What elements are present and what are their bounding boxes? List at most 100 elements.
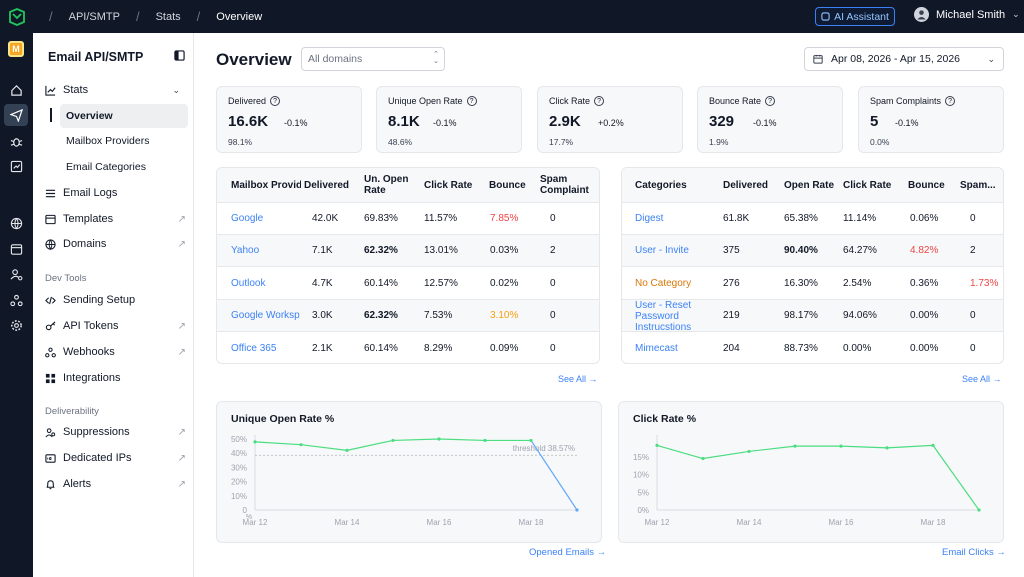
user-settings-icon[interactable] [4, 263, 28, 285]
sidebar-item-alerts[interactable]: Alerts ↗ [45, 473, 188, 495]
sidebar-item-suppressions[interactable]: Suppressions ↗ [45, 421, 188, 443]
table-cell: 94.06% [843, 310, 877, 322]
stat-label: Unique Open Rate [388, 96, 463, 106]
table-cell: 62.32% [364, 245, 398, 257]
table-row: Digest 61.8K 65.38% 11.14% 0.06% 0 [622, 203, 1003, 235]
home-icon[interactable] [4, 79, 28, 101]
external-link-icon: ↗ [177, 452, 186, 464]
column-header[interactable]: Open Rate [784, 180, 835, 191]
table-cell-name-link[interactable]: Yahoo [231, 245, 260, 257]
bell-icon [46, 479, 55, 489]
table-header: Mailbox Provid Delivered Un. Open Rate C… [217, 168, 599, 203]
column-header[interactable]: Un. Open Rate [364, 174, 409, 196]
table-cell: 61.8K [723, 213, 750, 224]
table-cell-name-link[interactable]: Outlook [231, 277, 266, 289]
table-header: Categories Delivered Open Rate Click Rat… [622, 168, 1003, 203]
help-icon[interactable]: ? [765, 96, 776, 106]
table-cell-name-link[interactable]: User - Invite [635, 245, 689, 257]
column-header[interactable]: Spam Complaint [540, 174, 589, 196]
categories-see-all-link[interactable]: See All → [962, 374, 1002, 384]
table-cell: 0.00% [843, 342, 872, 354]
table-row: Google 42.0K 69.83% 11.57% 7.85% 0 [217, 203, 599, 235]
domain-select-placeholder: All domains [308, 53, 363, 65]
breadcrumb-api-smtp[interactable]: API/SMTP [68, 10, 120, 23]
sidebar-item-dedicated-ips[interactable]: Dedicated IPs ↗ [45, 447, 188, 469]
series-segment [392, 438, 440, 442]
stat-card-click-rate: Click Rate? 2.9K +0.2% 17.7% [537, 86, 683, 153]
globe-icon[interactable] [4, 212, 28, 234]
stat-change: -0.1% [284, 118, 308, 128]
sidebar-item-stats[interactable]: Stats ⌄ [45, 79, 188, 101]
table-cell-name-link[interactable]: No Category [635, 277, 692, 289]
analytics-icon[interactable] [4, 155, 28, 177]
gear-icon[interactable] [4, 314, 28, 336]
logo-icon[interactable] [0, 0, 33, 33]
help-icon[interactable]: ? [466, 96, 477, 106]
column-header[interactable]: Mailbox Provid [231, 180, 301, 191]
org-badge[interactable]: M [8, 41, 24, 57]
column-header[interactable]: Spam... [960, 180, 996, 191]
date-range-picker[interactable]: Apr 08, 2026 - Apr 15, 2026 ⌄ [804, 47, 1004, 71]
mailbox-see-all-link[interactable]: See All → [558, 374, 598, 384]
column-header[interactable]: Delivered [723, 180, 769, 191]
column-header[interactable]: Bounce [489, 180, 526, 191]
sidebar-item-email-categories[interactable]: Email Categories [66, 161, 146, 173]
sidebar-item-label: Alerts [63, 478, 92, 490]
stat-label: Bounce Rate [709, 96, 762, 106]
sidebar-item-overview[interactable]: Overview [60, 104, 188, 128]
sidebar-item-webhooks[interactable]: Webhooks ↗ [45, 341, 188, 363]
y-tick-label: 20% [231, 478, 247, 487]
stat-percentage: 48.6% [388, 137, 413, 147]
window-icon[interactable] [4, 238, 28, 260]
column-header[interactable]: Click Rate [843, 180, 892, 191]
table-cell-name-link[interactable]: Office 365 [231, 342, 277, 354]
opened-emails-link[interactable]: Opened Emails → [529, 547, 607, 558]
table-cell: 0.06% [910, 213, 939, 224]
send-icon[interactable] [4, 104, 28, 126]
table-cell: 2.54% [843, 277, 872, 289]
external-link-icon: ↗ [177, 213, 186, 225]
data-point [253, 440, 257, 444]
table-cell: 276 [723, 277, 740, 289]
column-header[interactable]: Bounce [908, 180, 945, 191]
sidebar-item-mailbox-providers[interactable]: Mailbox Providers [66, 135, 150, 147]
domain-select[interactable]: All domains ⌃ ⌄ [301, 47, 445, 71]
y-tick-label: 5% [637, 488, 649, 497]
sidebar-item-email-logs[interactable]: Email Logs [45, 182, 188, 204]
data-point [529, 438, 533, 443]
webhook-icon[interactable] [4, 289, 28, 311]
sidebar-item-sending-setup[interactable]: Sending Setup [45, 289, 188, 311]
help-icon[interactable]: ? [594, 96, 605, 106]
chart-title: Unique Open Rate % [231, 413, 335, 425]
collapse-sidebar-icon[interactable] [174, 50, 185, 64]
chevron-down-icon: ⌄ [172, 84, 180, 95]
table-cell-name-link[interactable]: Mimecast [635, 342, 678, 354]
open-rate-chart: 50% 40% 30% 20% 10% 0 Mar 12 Mar 14 Mar 16 Mar 18… [231, 435, 579, 527]
table-cell-name-link[interactable]: Google Worksp [231, 310, 300, 322]
user-menu[interactable]: Michael Smith ⌄ [914, 7, 1020, 22]
series-segment [300, 444, 348, 451]
ai-assistant-button[interactable]: AI Assistant [815, 7, 895, 26]
help-icon[interactable]: ? [945, 96, 956, 106]
sidebar-item-integrations[interactable]: Integrations [45, 367, 188, 389]
stat-change: -0.1% [753, 118, 777, 128]
table-cell: 3.0K [312, 310, 333, 322]
table-cell-name-link[interactable]: Google [231, 213, 264, 224]
sparkle-icon [821, 12, 830, 21]
stat-percentage: 17.7% [549, 137, 574, 147]
help-icon[interactable]: ? [270, 96, 281, 106]
sidebar-item-domains[interactable]: Domains ↗ [45, 233, 188, 255]
sidebar-item-label: Domains [63, 238, 107, 250]
table-cell: 0.00% [910, 310, 939, 322]
column-header[interactable]: Click Rate [424, 180, 473, 191]
breadcrumb-stats[interactable]: Stats [155, 10, 181, 23]
bug-icon[interactable] [4, 130, 28, 152]
column-header[interactable]: Categories [635, 180, 687, 191]
email-clicks-link[interactable]: Email Clicks → [942, 547, 1006, 558]
user-name: Michael Smith [936, 8, 1006, 21]
sidebar-item-api-tokens[interactable]: API Tokens ↗ [45, 315, 188, 337]
sidebar-item-templates[interactable]: Templates ↗ [45, 208, 188, 230]
table-cell-name-link[interactable]: Digest [635, 213, 664, 224]
table-cell-name-link[interactable]: User - Reset Password Instrucstions [635, 300, 692, 334]
column-header[interactable]: Delivered [304, 180, 350, 191]
